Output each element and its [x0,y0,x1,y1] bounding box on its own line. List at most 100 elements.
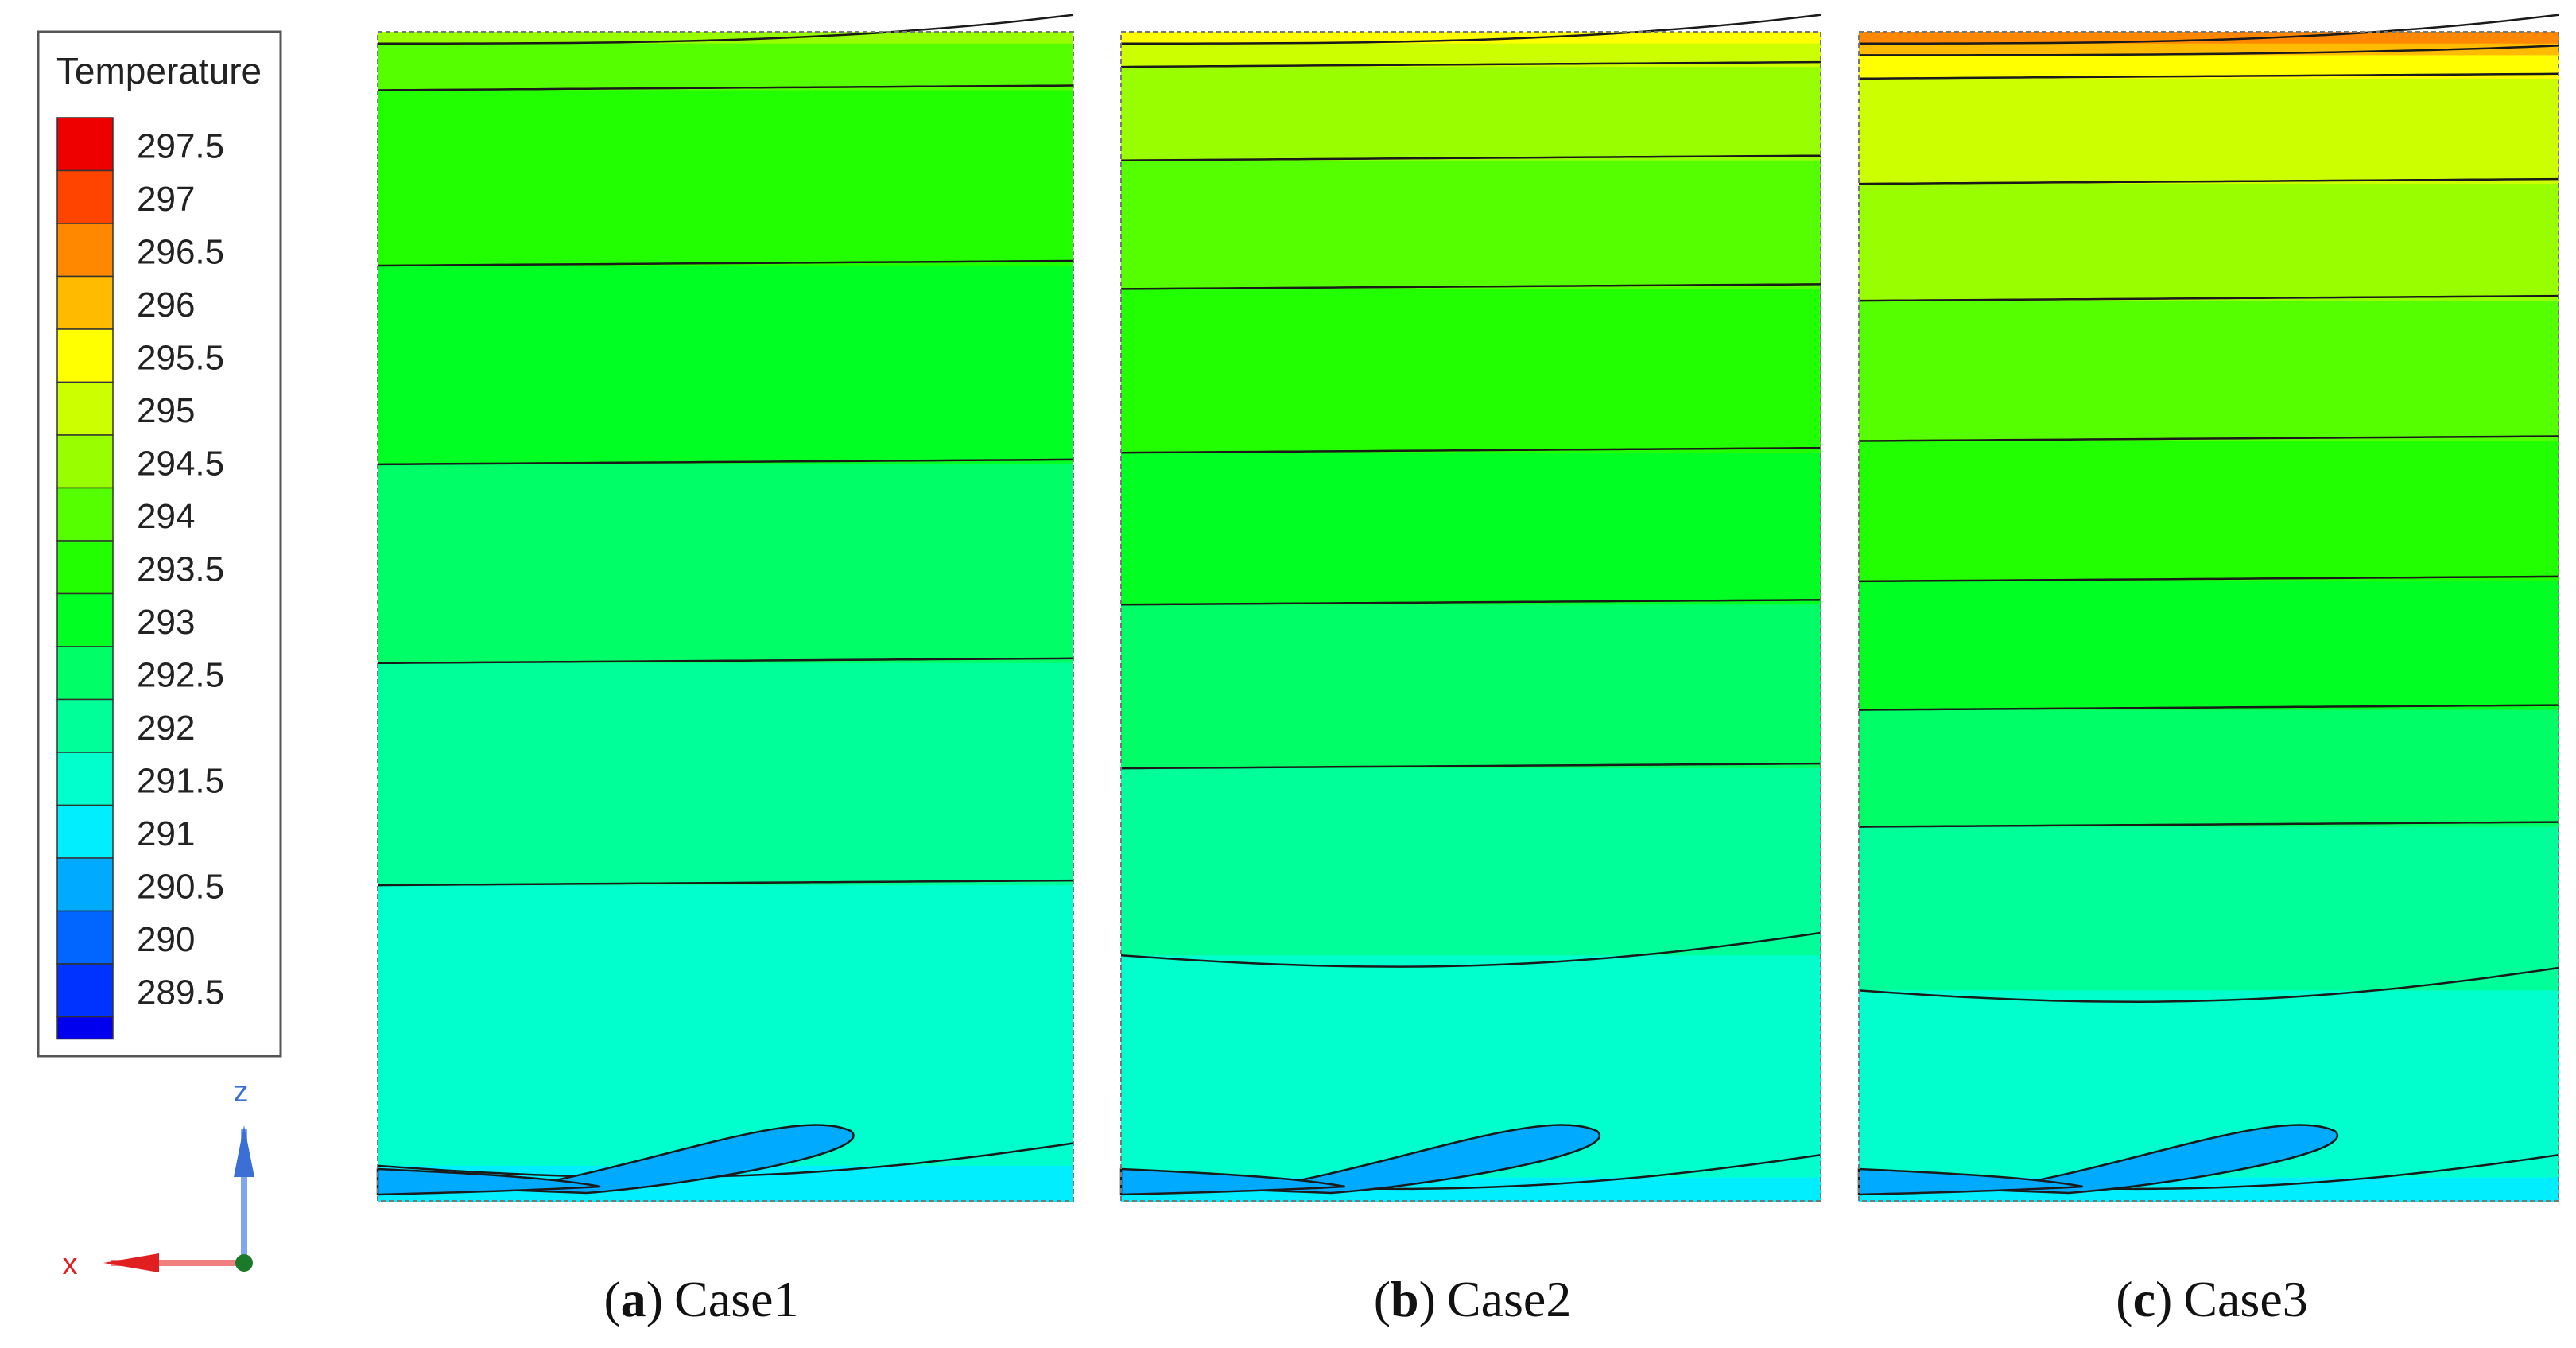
legend-tick-label: 294.5 [137,445,224,484]
svg-text:(b)Case2: (b) Case2 [1374,1271,1572,1327]
legend-tick-label: 293 [137,603,195,642]
legend-swatch-9 [56,592,114,647]
caption-letter: c [2133,1271,2155,1327]
contour-band-295.5 [1121,32,1821,45]
contour-line [1120,154,1821,161]
caption-open: ( [2116,1271,2132,1327]
contour-line [1858,435,2559,442]
contour-line [1858,575,2559,583]
contour-band-294 [1121,160,1821,290]
caption-close: ) [2155,1271,2172,1327]
legend-tick-labels: 297.5 297 296.5 296 295.5 295 294.5 294 293.5 293… [137,127,224,1012]
cold-pocket-contour [1247,1124,1600,1195]
contour-panel-case3 [1857,14,2559,1202]
z-axis-label: z [234,1075,249,1109]
legend-swatch-6 [56,434,114,489]
legend-tick-label: 297.5 [137,127,224,166]
floor-cold-layer-contour [1119,1167,1345,1196]
legend: Temperature 297.5 297 296.5 296 295.5 295 294.… [37,30,282,1058]
legend-swatch-8 [56,540,114,595]
contour-band-293.5 [378,90,1073,266]
legend-swatch-0 [56,117,114,172]
contour-line [1858,72,2559,80]
x-axis-label: x [63,1248,78,1281]
caption-letter: b [1391,1271,1419,1327]
contour-line [1120,446,1821,454]
contour-line [377,657,1074,665]
floor-cold-layer-contour [376,1167,601,1196]
contour-band-292 [378,662,1073,887]
legend-swatch-13 [56,804,114,859]
legend-tick-label: 297 [137,180,195,219]
legend-title: Temperature [56,50,262,91]
caption-close: ) [646,1271,663,1327]
contour-band-294.5 [1859,184,2559,302]
contour-line [377,879,1074,887]
contour-line [1120,599,1821,606]
caption-open: ( [1374,1271,1391,1327]
legend-tick-label: 292 [137,709,195,748]
contour-band-294.5 [1121,67,1821,161]
contour-band-294 [1859,301,2559,442]
contour-line [1120,931,1821,968]
contour-line [377,84,1074,91]
floor-cold-layer-contour [1857,1167,2083,1196]
contour-line [1121,14,1821,45]
legend-swatch-5 [56,381,114,436]
caption-c: (c) Case3 [2116,1271,2307,1327]
legend-swatch-10 [56,646,114,701]
contour-band-292 [1859,826,2559,992]
legend-tick-label: 289.5 [137,973,224,1012]
contour-band-292 [1121,768,1821,957]
contour-band-292.5 [378,464,1073,664]
contour-line [378,14,1074,45]
legend-tick-label: 295.5 [137,339,224,378]
legend-swatch-1 [56,169,114,224]
svg-text:(a)Case1: (a) Case1 [603,1271,798,1327]
svg-text:(c)Case3: (c) Case3 [2116,1271,2307,1327]
contour-band-293 [378,266,1073,465]
legend-tick-label: 293.5 [137,550,224,589]
z-axis-arrowhead-icon [234,1125,254,1177]
caption-open: ( [603,1271,620,1327]
panel-frame [377,31,1074,1202]
contour-line [1120,762,1821,770]
legend-tick-label: 295 [137,391,195,430]
axis-origin-dot [235,1254,253,1272]
contour-line [1858,177,2559,185]
cold-pocket-contour [1984,1124,2338,1195]
x-axis-arrowhead-icon [103,1253,159,1272]
legend-tick-label: 290.5 [137,868,224,907]
contour-band-296.5 [1859,32,2559,45]
contour-band-296 [1859,43,2559,56]
legend-swatch-16 [56,963,114,1018]
legend-swatch-bottom [56,1016,114,1040]
legend-swatch-12 [56,752,114,806]
legend-tick-label: 290 [137,920,195,959]
contour-line [1120,60,1821,68]
contour-line [1120,283,1821,290]
contour-line [377,259,1074,267]
contour-line [1858,704,2559,711]
contour-line [377,458,1074,466]
legend-tick-label: 296 [137,286,195,324]
contour-band-292.5 [1121,604,1821,770]
caption-a: (a) Case1 [603,1271,798,1327]
contour-line [1859,14,2559,45]
contour-band-293.5 [1859,441,2559,582]
contour-line [1858,821,2559,828]
legend-swatch-3 [56,275,114,330]
cold-pocket-contour [502,1124,855,1195]
axis-triad: z x [63,1075,254,1281]
contour-panel-case2 [1119,14,1821,1202]
contour-band-294 [378,43,1073,91]
contour-band-292.5 [1859,709,2559,828]
legend-swatch-2 [56,223,114,278]
legend-swatch-7 [56,487,114,542]
legend-tick-label: 296.5 [137,233,224,272]
legend-swatch-15 [56,910,114,965]
caption-name: Case1 [674,1271,798,1327]
contour-line [1859,45,2559,56]
panel-frame [1120,31,1821,1202]
